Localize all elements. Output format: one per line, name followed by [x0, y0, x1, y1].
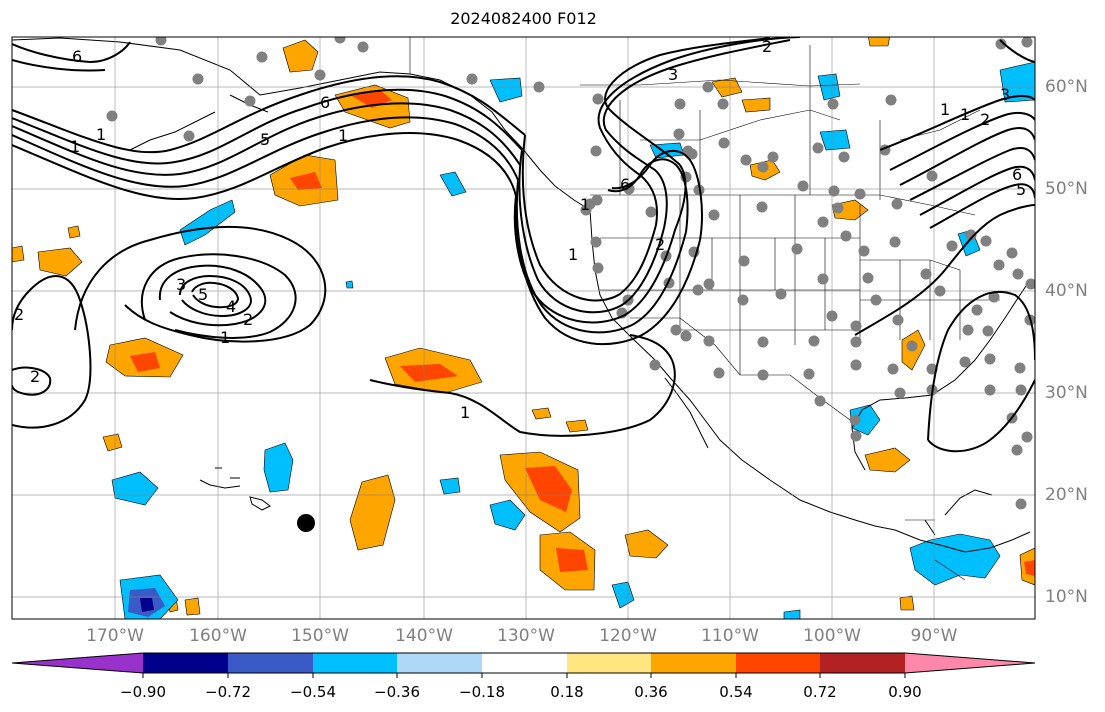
contour-label: 1	[568, 245, 578, 264]
lon-label: 140°W	[395, 626, 453, 646]
contour-label: 6	[620, 175, 630, 194]
contour-label: 6	[320, 93, 330, 112]
colorbar-segment	[820, 653, 905, 673]
contour-label: 2	[762, 37, 772, 56]
contour-label: 1	[96, 125, 106, 144]
contour-label: 3	[668, 65, 678, 84]
colorbar-segment	[143, 653, 228, 673]
contour-label: 2	[14, 305, 24, 324]
colorbar-tick-label: 0.18	[550, 683, 584, 701]
colorbar-tick-label: 0.36	[634, 683, 668, 701]
contour-label: 4	[226, 297, 236, 316]
contour-label: 1	[960, 105, 970, 124]
map-frame	[11, 36, 1036, 620]
colorbar-tick-label: 0.90	[888, 683, 922, 701]
lon-label: 110°W	[701, 626, 759, 646]
contour-label: 1	[338, 126, 348, 145]
location-marker	[297, 514, 315, 532]
lat-label: 10°N	[1045, 587, 1088, 607]
lat-label: 40°N	[1045, 281, 1088, 301]
colorbar	[11, 652, 1036, 678]
contour-label: 1	[580, 195, 590, 214]
lon-label: 130°W	[497, 626, 555, 646]
lon-label: 170°W	[86, 626, 144, 646]
contour-lines	[12, 37, 1035, 453]
colorbar-tick-label: −0.36	[374, 683, 420, 701]
station-dots	[106, 37, 1035, 510]
contour-label: 1	[940, 100, 950, 119]
lat-label: 30°N	[1045, 383, 1088, 403]
colorbar-segment	[567, 653, 651, 673]
lon-label: 100°W	[803, 626, 861, 646]
map-title: 2024082400 F012	[450, 9, 597, 28]
contour-label: 2	[655, 235, 665, 254]
lon-label: 120°W	[599, 626, 657, 646]
lon-label: 160°W	[189, 626, 247, 646]
colorbar-segment	[651, 653, 736, 673]
colorbar-segment	[12, 653, 143, 673]
contour-label: 1	[220, 328, 230, 347]
state-borders	[409, 37, 1000, 581]
lat-label: 20°N	[1045, 485, 1088, 505]
lon-label: 150°W	[291, 626, 349, 646]
lon-label: 90°W	[910, 626, 958, 646]
colorbar-tick-label: −0.72	[205, 683, 251, 701]
contour-label: 3	[176, 275, 186, 294]
contour-label: 2	[30, 367, 40, 386]
contour-label: 6	[72, 47, 82, 66]
contour-label: 1	[70, 137, 80, 156]
contour-label: 2	[980, 110, 990, 129]
contour-label: 5	[260, 130, 270, 149]
contour-label: 5	[1016, 180, 1026, 199]
colorbar-tick-label: −0.90	[120, 683, 166, 701]
contour-label: 3	[1000, 85, 1010, 104]
anomaly-fills	[12, 37, 1035, 619]
contour-label: 1	[460, 403, 470, 422]
lat-label: 50°N	[1045, 179, 1088, 199]
colorbar-tick-label: −0.54	[290, 683, 336, 701]
colorbar-tick-label: 0.72	[803, 683, 837, 701]
contour-label: 2	[243, 310, 253, 329]
colorbar-tick-label: −0.18	[459, 683, 505, 701]
lat-label: 60°N	[1045, 77, 1088, 97]
colorbar-tick-label: 0.54	[719, 683, 753, 701]
colorbar-segment	[736, 653, 820, 673]
contour-labels: 6 5 1 1 2 3 5 4 1 2 2 1 1 2 3 6 2 6 1 1 …	[14, 37, 1026, 422]
colorbar-segment	[228, 653, 313, 673]
contour-label: 5	[198, 285, 208, 304]
colorbar-segment	[905, 653, 1035, 673]
colorbar-segment	[397, 653, 482, 673]
contour-label: 6	[1012, 165, 1022, 184]
colorbar-segment	[482, 653, 567, 673]
colorbar-segment	[313, 653, 397, 673]
